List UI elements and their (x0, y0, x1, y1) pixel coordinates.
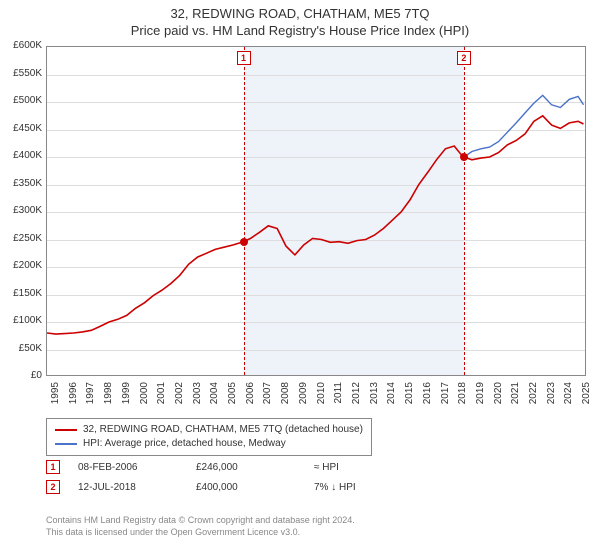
y-tick-label: £250K (2, 233, 42, 244)
series-line (47, 116, 584, 334)
sales-table: 1 08-FEB-2006 £246,000 ≈ HPI 2 12-JUL-2018 £40… (46, 460, 414, 500)
sales-date: 08-FEB-2006 (78, 462, 178, 473)
attribution-line: This data is licensed under the Open Gov… (46, 526, 355, 538)
x-tick-label: 1997 (85, 382, 96, 410)
y-tick-label: £100K (2, 315, 42, 326)
x-tick-label: 2017 (440, 382, 451, 410)
x-tick-label: 2008 (280, 382, 291, 410)
x-tick-label: 2020 (493, 382, 504, 410)
sales-price: £400,000 (196, 482, 296, 493)
sales-row: 2 12-JUL-2018 £400,000 7% ↓ HPI (46, 480, 414, 494)
page-title-line2: Price paid vs. HM Land Registry's House … (0, 23, 600, 38)
y-tick-label: £400K (2, 150, 42, 161)
x-tick-label: 1995 (50, 382, 61, 410)
sale-point (460, 153, 468, 161)
x-tick-label: 2009 (298, 382, 309, 410)
x-tick-label: 2021 (510, 382, 521, 410)
x-tick-label: 2000 (139, 382, 150, 410)
x-tick-label: 2010 (316, 382, 327, 410)
y-tick-label: £500K (2, 95, 42, 106)
legend-swatch (55, 429, 77, 431)
x-tick-label: 2024 (563, 382, 574, 410)
x-tick-label: 1996 (68, 382, 79, 410)
y-tick-label: £350K (2, 178, 42, 189)
x-tick-label: 2023 (546, 382, 557, 410)
x-tick-label: 2016 (422, 382, 433, 410)
chart-plot-area: 12 (46, 46, 586, 376)
legend: 32, REDWING ROAD, CHATHAM, ME5 7TQ (deta… (46, 418, 372, 456)
x-tick-label: 2001 (156, 382, 167, 410)
x-tick-label: 2025 (581, 382, 592, 410)
sales-date: 12-JUL-2018 (78, 482, 178, 493)
y-tick-label: £50K (2, 343, 42, 354)
x-tick-label: 2012 (351, 382, 362, 410)
x-tick-label: 2013 (369, 382, 380, 410)
sale-point (240, 238, 248, 246)
y-tick-label: £200K (2, 260, 42, 271)
x-tick-label: 2015 (404, 382, 415, 410)
legend-item: HPI: Average price, detached house, Medw… (55, 437, 363, 451)
sales-delta: 7% ↓ HPI (314, 482, 414, 493)
sales-price: £246,000 (196, 462, 296, 473)
legend-label: HPI: Average price, detached house, Medw… (83, 437, 286, 451)
y-tick-label: £300K (2, 205, 42, 216)
attribution-line: Contains HM Land Registry data © Crown c… (46, 514, 355, 526)
series-line (464, 95, 584, 157)
x-tick-label: 2006 (245, 382, 256, 410)
x-tick-label: 2002 (174, 382, 185, 410)
x-tick-label: 2005 (227, 382, 238, 410)
x-tick-label: 2003 (192, 382, 203, 410)
sales-delta: ≈ HPI (314, 462, 414, 473)
y-tick-label: £150K (2, 288, 42, 299)
attribution: Contains HM Land Registry data © Crown c… (46, 514, 355, 538)
x-tick-label: 2007 (262, 382, 273, 410)
y-tick-label: £0 (2, 370, 42, 381)
sales-badge: 1 (46, 460, 60, 474)
x-tick-label: 1999 (121, 382, 132, 410)
y-tick-label: £550K (2, 68, 42, 79)
y-tick-label: £600K (2, 40, 42, 51)
legend-label: 32, REDWING ROAD, CHATHAM, ME5 7TQ (deta… (83, 423, 363, 437)
page-title-line1: 32, REDWING ROAD, CHATHAM, ME5 7TQ (0, 6, 600, 21)
x-tick-label: 2018 (457, 382, 468, 410)
sales-badge: 2 (46, 480, 60, 494)
x-tick-label: 2022 (528, 382, 539, 410)
x-tick-label: 2004 (209, 382, 220, 410)
x-tick-label: 2019 (475, 382, 486, 410)
y-tick-label: £450K (2, 123, 42, 134)
legend-swatch (55, 443, 77, 445)
legend-item: 32, REDWING ROAD, CHATHAM, ME5 7TQ (deta… (55, 423, 363, 437)
x-tick-label: 2014 (386, 382, 397, 410)
x-tick-label: 2011 (333, 382, 344, 410)
sales-row: 1 08-FEB-2006 £246,000 ≈ HPI (46, 460, 414, 474)
chart-lines (47, 47, 587, 377)
x-tick-label: 1998 (103, 382, 114, 410)
